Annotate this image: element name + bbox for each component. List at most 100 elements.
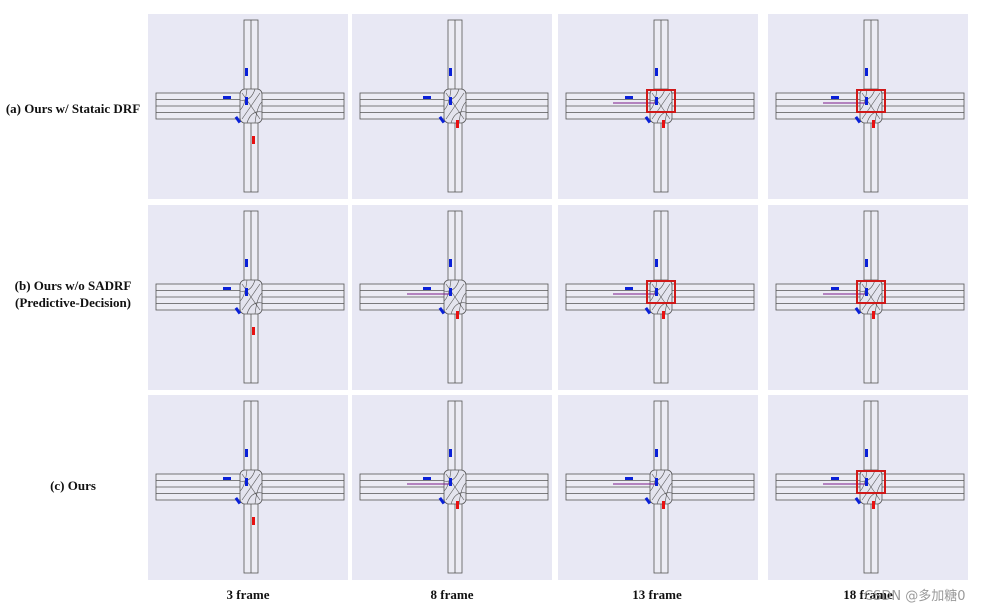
- intersection-scene: [565, 19, 755, 193]
- intersection-scene: [565, 400, 755, 574]
- other-vehicle: [245, 259, 248, 267]
- lane-curve: [246, 111, 263, 124]
- intersection-scene: [775, 210, 965, 384]
- ego-vehicle: [456, 120, 459, 128]
- other-vehicle: [655, 97, 658, 105]
- collision-highlight-box: [646, 280, 676, 304]
- other-vehicle: [854, 496, 862, 505]
- other-vehicle: [644, 115, 652, 124]
- other-vehicle: [245, 288, 248, 296]
- road-network: [565, 19, 755, 193]
- other-vehicle: [644, 306, 652, 315]
- road-network: [155, 210, 345, 384]
- other-vehicle: [449, 449, 452, 457]
- panel-row2-col0: [148, 395, 348, 580]
- other-vehicle: [423, 477, 431, 480]
- other-vehicle: [245, 449, 248, 457]
- lane-curve: [445, 92, 465, 120]
- lane-curve: [246, 302, 263, 315]
- junction-lanes: [859, 279, 883, 315]
- lane-curve: [241, 92, 261, 120]
- ego-vehicle: [662, 311, 665, 319]
- lane-curve: [649, 88, 666, 101]
- other-vehicle: [449, 68, 452, 76]
- panel-row2-col1: [352, 395, 552, 580]
- row-label-b-line2: (Predictive-Decision): [15, 295, 131, 310]
- lane-curve: [861, 283, 881, 311]
- intersection-scene: [155, 210, 345, 384]
- panel-row1-col2: [558, 205, 758, 390]
- lane-curve: [239, 469, 248, 492]
- ego-vehicle: [872, 120, 875, 128]
- lane-curve: [861, 473, 881, 501]
- col-label-3-frame: 3 frame: [226, 587, 270, 602]
- other-vehicle: [245, 97, 248, 105]
- lane-curve: [859, 469, 876, 482]
- road-network: [565, 400, 755, 574]
- other-vehicle: [449, 259, 452, 267]
- panel-row1-col1: [352, 205, 552, 390]
- lane-curve: [656, 492, 673, 505]
- lane-curve: [861, 92, 881, 120]
- other-vehicle: [655, 478, 658, 486]
- intersection-scene: [155, 19, 345, 193]
- intersection-scene: [775, 400, 965, 574]
- ego-vehicle: [872, 311, 875, 319]
- intersection-scene: [775, 19, 965, 193]
- other-vehicle: [625, 287, 633, 290]
- ego-vehicle: [662, 501, 665, 509]
- panel-row2-col2: [558, 395, 758, 580]
- other-vehicle: [625, 96, 633, 99]
- row-label-b: (b) Ours w/o SADRF (Predictive-Decision): [0, 277, 146, 311]
- ego-vehicle: [252, 327, 255, 335]
- other-vehicle: [223, 477, 231, 480]
- other-vehicle: [245, 478, 248, 486]
- lane-curve: [443, 88, 460, 101]
- ego-vehicle: [662, 120, 665, 128]
- col-label-13-frame: 13 frame: [632, 587, 682, 602]
- row-label-c: (c) Ours: [50, 478, 96, 493]
- col-label-18-frame: 18 frame: [843, 587, 893, 602]
- other-vehicle: [865, 68, 868, 76]
- lane-curve: [874, 292, 883, 315]
- road-network: [775, 400, 965, 574]
- lane-curve: [859, 279, 876, 292]
- intersection-scene: [359, 19, 549, 193]
- other-vehicle: [831, 287, 839, 290]
- other-vehicle: [655, 68, 658, 76]
- other-vehicle: [831, 96, 839, 99]
- other-vehicle: [449, 288, 452, 296]
- lane-curve: [246, 492, 263, 505]
- lane-curve: [874, 101, 883, 124]
- panel-row2-col3: [768, 395, 968, 580]
- other-vehicle: [438, 115, 446, 124]
- other-vehicle: [234, 115, 242, 124]
- other-vehicle: [449, 478, 452, 486]
- other-vehicle: [245, 68, 248, 76]
- other-vehicle: [223, 96, 231, 99]
- lane-curve: [458, 101, 467, 124]
- other-vehicle: [438, 496, 446, 505]
- other-vehicle: [854, 115, 862, 124]
- lane-curve: [649, 279, 666, 292]
- col-label-8-frame: 8 frame: [430, 587, 474, 602]
- lane-curve: [239, 279, 256, 292]
- lane-curve: [649, 469, 666, 482]
- lane-curve: [443, 279, 460, 292]
- lane-curve: [458, 292, 467, 315]
- lane-curve: [254, 482, 263, 505]
- junction-lanes: [239, 88, 263, 124]
- other-vehicle: [865, 97, 868, 105]
- lane-curve: [239, 88, 256, 101]
- lane-curve: [651, 92, 671, 120]
- ego-vehicle: [252, 136, 255, 144]
- junction-lanes: [239, 279, 263, 315]
- lane-curve: [664, 292, 673, 315]
- lane-curve: [239, 469, 256, 482]
- other-vehicle: [423, 287, 431, 290]
- collision-highlight-box: [646, 89, 676, 113]
- lane-curve: [241, 473, 261, 501]
- panel-row1-col3: [768, 205, 968, 390]
- intersection-scene: [359, 210, 549, 384]
- other-vehicle: [423, 96, 431, 99]
